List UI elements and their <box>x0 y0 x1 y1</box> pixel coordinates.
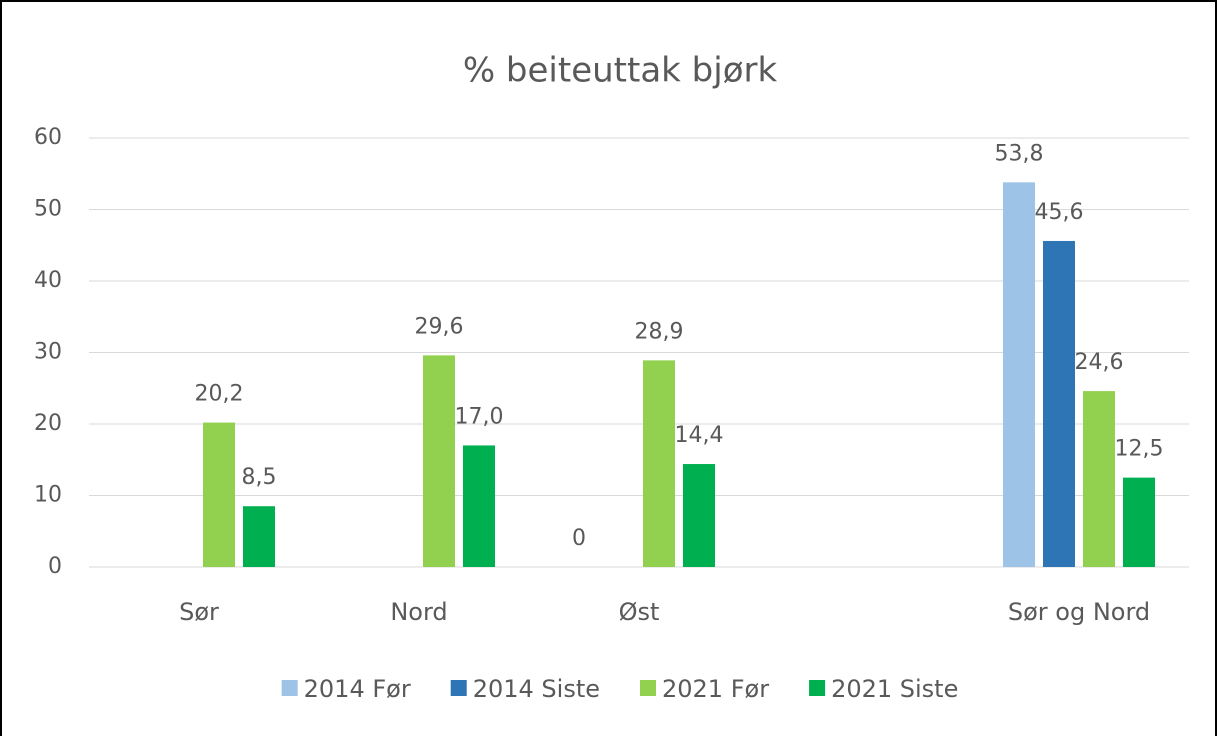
bar <box>1043 240 1075 567</box>
y-tick-label: 10 <box>34 483 62 508</box>
x-tick-label: Øst <box>619 598 660 626</box>
y-tick-label: 50 <box>34 197 62 222</box>
bar <box>423 355 455 567</box>
y-tick-label: 20 <box>34 411 62 436</box>
legend-label: 2014 Før <box>304 675 411 703</box>
data-label: 28,9 <box>635 319 684 344</box>
bar <box>1003 182 1035 567</box>
bar <box>643 360 675 567</box>
y-tick-label: 40 <box>34 268 62 293</box>
legend-label: 2014 Siste <box>473 675 600 703</box>
data-label: 12,5 <box>1115 437 1164 462</box>
data-label: 14,4 <box>675 423 724 448</box>
legend-swatch <box>281 680 298 696</box>
legend-label: 2021 Før <box>662 675 769 703</box>
y-tick-label: 60 <box>34 125 62 150</box>
bar <box>1123 477 1155 567</box>
data-label: 29,6 <box>415 314 464 339</box>
y-tick-label: 0 <box>48 554 62 579</box>
x-tick-label: Nord <box>390 598 447 626</box>
data-label: 8,5 <box>242 465 277 490</box>
data-label: 53,8 <box>995 141 1044 166</box>
bar <box>243 506 275 567</box>
legend-swatch <box>450 680 467 696</box>
bar <box>1083 391 1115 567</box>
x-tick-label: Sør og Nord <box>1008 598 1150 626</box>
data-label: 17,0 <box>455 404 504 429</box>
data-label: 24,6 <box>1075 350 1124 375</box>
legend-label: 2021 Siste <box>831 675 958 703</box>
data-label: 0 <box>572 526 586 551</box>
bar <box>683 464 715 567</box>
bar <box>203 422 235 567</box>
data-label: 20,2 <box>195 382 244 407</box>
data-label: 45,6 <box>1035 200 1084 225</box>
chart-title: % beiteuttak bjørk <box>463 51 778 91</box>
legend-swatch <box>809 680 826 696</box>
legend-swatch <box>640 680 656 696</box>
y-tick-label: 30 <box>34 340 62 365</box>
x-tick-label: Sør <box>179 598 219 626</box>
bar <box>463 445 495 567</box>
